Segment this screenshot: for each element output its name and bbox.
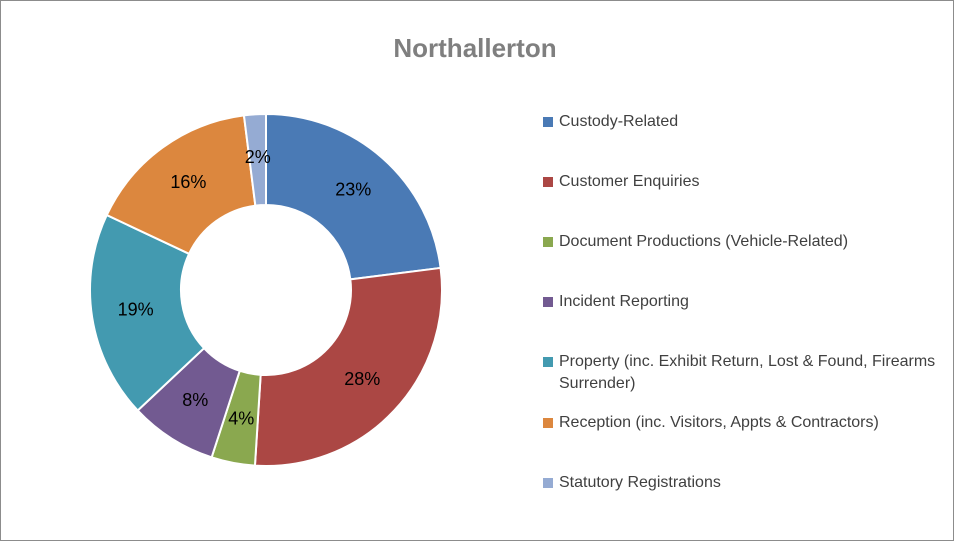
- legend-swatch: [543, 478, 553, 488]
- data-label: 16%: [170, 172, 206, 192]
- legend-swatch: [543, 297, 553, 307]
- legend-swatch: [543, 117, 553, 127]
- legend-swatch: [543, 177, 553, 187]
- data-label: 19%: [118, 299, 154, 319]
- legend-label: Document Productions (Vehicle-Related): [559, 233, 848, 250]
- legend-label: Custody-Related: [559, 113, 678, 130]
- donut-slice: [242, 112, 267, 207]
- data-label: 8%: [182, 390, 208, 410]
- data-label: 23%: [335, 180, 371, 200]
- data-label: 28%: [344, 369, 380, 389]
- chart-title: Northallerton: [393, 33, 556, 63]
- legend-label: Incident Reporting: [559, 293, 689, 310]
- legend-label: Property (inc. Exhibit Return, Lost & Fo…: [559, 353, 935, 392]
- legend-swatch: [543, 237, 553, 247]
- legend-label: Statutory Registrations: [559, 474, 721, 491]
- donut-slice: [265, 112, 442, 281]
- legend-label: Customer Enquiries: [559, 173, 700, 190]
- data-label: 2%: [245, 147, 271, 167]
- legend-swatch: [543, 357, 553, 367]
- data-label: 4%: [228, 408, 254, 428]
- legend-label: Reception (inc. Visitors, Appts & Contra…: [559, 414, 879, 431]
- donut-slice: [253, 266, 443, 467]
- donut-slice: [105, 114, 257, 256]
- legend-swatch: [543, 418, 553, 428]
- donut-slice: [89, 213, 206, 412]
